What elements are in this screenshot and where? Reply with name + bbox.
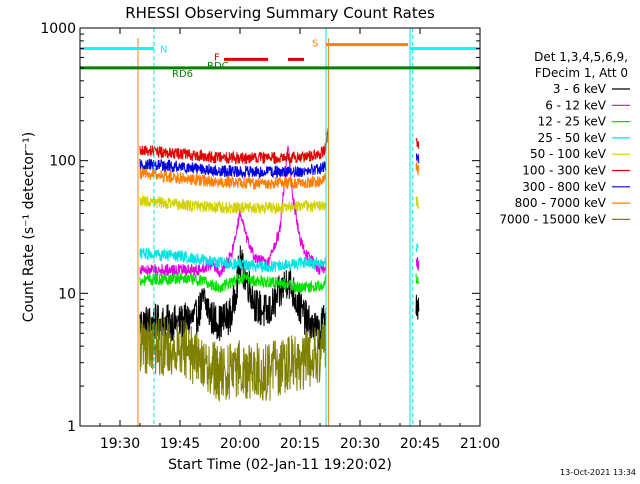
series-line-3-seg-1	[415, 243, 419, 253]
series-line-1-seg-0	[139, 145, 327, 278]
series-line-4-seg-1	[415, 196, 420, 210]
series-line-5-seg-0	[139, 128, 329, 165]
flag-label-rdc: RDC	[207, 61, 229, 72]
y-tick-label-2: 100	[49, 154, 76, 170]
legend-header-1: Det 1,3,4,5,6,9,	[534, 50, 628, 64]
legend-label-2: 12 - 25 keV	[538, 115, 607, 129]
series-line-0-seg-0	[139, 245, 327, 350]
flag-label-s: S	[312, 39, 318, 50]
x-tick-label-4: 20:30	[340, 436, 380, 452]
y-tick-label-1: 10	[58, 286, 76, 302]
legend-label-6: 300 - 800 keV	[522, 180, 606, 194]
x-tick-label-2: 20:00	[220, 436, 260, 452]
series-line-2-seg-0	[139, 272, 327, 294]
y-tick-label-0: 1	[67, 419, 76, 435]
axes: 19:30 19:45 20:00 20:15 20:30 20:45 21:00 1 10 10…	[40, 21, 500, 452]
flag-label-rd6: RD6	[172, 69, 193, 80]
legend-header-2: FDecim 1, Att 0	[535, 66, 628, 80]
series-line-3-seg-0	[139, 247, 327, 273]
legend-label-1: 6 - 12 keV	[545, 98, 607, 112]
chart-title: RHESSI Observing Summary Count Rates	[125, 4, 435, 22]
x-tick-label-3: 20:15	[280, 436, 320, 452]
x-tick-label-0: 19:30	[100, 436, 140, 452]
x-tick-label-6: 21:00	[460, 436, 500, 452]
legend: Det 1,3,4,5,6,9, FDecim 1, Att 0 3 - 6 keV…	[499, 50, 630, 226]
series-line-7-seg-0	[139, 167, 327, 191]
footer-timestamp: 13-Oct-2021 13:34	[560, 468, 636, 477]
series-line-1-seg-1	[415, 256, 420, 271]
series-line-8-seg-0	[139, 316, 327, 402]
series-line-6-seg-1	[415, 153, 420, 164]
series-traces	[139, 128, 420, 402]
legend-label-7: 800 - 7000 keV	[515, 196, 607, 210]
series-line-5-seg-1	[415, 137, 420, 150]
legend-label-3: 25 - 50 keV	[538, 131, 607, 145]
series-line-4-seg-0	[139, 195, 327, 216]
series-line-6-seg-0	[139, 158, 327, 180]
legend-label-8: 7000 - 15000 keV	[499, 212, 606, 226]
series-line-2-seg-1	[415, 273, 420, 285]
legend-label-5: 100 - 300 keV	[522, 164, 606, 178]
legend-label-0: 3 - 6 keV	[553, 82, 607, 96]
legend-label-4: 50 - 100 keV	[530, 147, 607, 161]
y-tick-label-3: 1000	[40, 21, 76, 37]
series-line-0-seg-1	[415, 294, 420, 320]
flag-label-f: F	[214, 52, 220, 63]
x-axis-label: Start Time (02-Jan-11 19:20:02)	[168, 457, 392, 473]
flag-label-n: N	[160, 45, 167, 56]
series-line-7-seg-1	[415, 161, 420, 176]
y-axis-label: Count Rate (s⁻¹ detector⁻¹)	[21, 132, 37, 322]
x-tick-label-5: 20:45	[400, 436, 440, 452]
x-tick-label-1: 19:45	[160, 436, 200, 452]
